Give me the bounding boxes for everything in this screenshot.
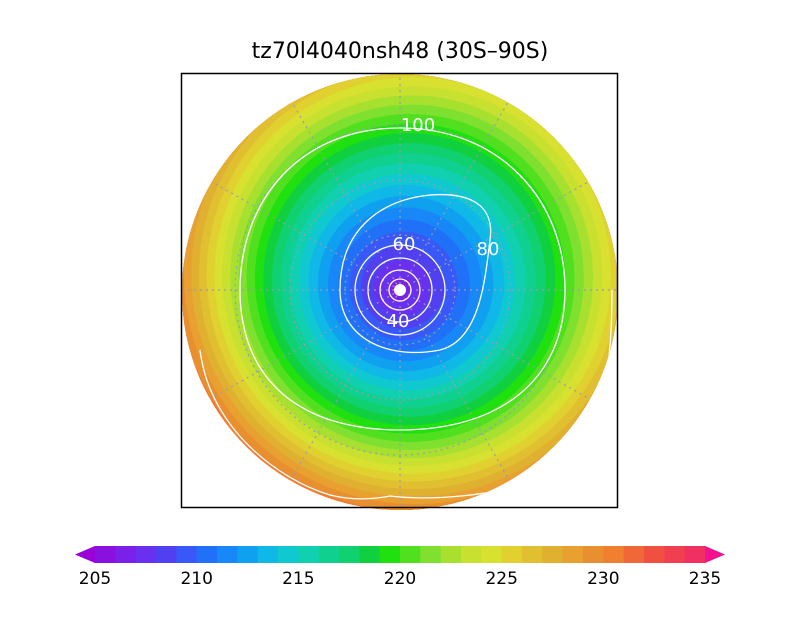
colorbar-swatch [501,546,523,563]
colorbar-swatch [562,546,584,563]
colorbar-swatch [461,546,482,563]
colorbar-swatch [318,546,340,563]
colorbar-swatch [298,546,320,563]
colorbar-tick-label: 215 [282,569,314,589]
colorbar-tick-label: 230 [587,569,619,589]
colorbar-swatch [440,546,462,563]
colorbar-swatch [522,546,543,563]
colorbar-high-end [705,546,725,563]
colorbar-swatch [278,546,299,563]
colorbar-swatch [379,546,401,563]
colorbar-low-end [75,546,95,563]
temperature-field [182,74,618,510]
colorbar-swatch [420,546,442,563]
colorbar-swatch [156,546,177,563]
colorbar-swatch [664,546,686,563]
colorbar-swatch [257,546,279,563]
title: tz70l4040nsh48 (30S–90S) [252,39,549,64]
colorbar-swatch [583,546,604,563]
contour-label: 80 [477,239,500,260]
colorbar-swatch [400,546,421,563]
colorbar-swatch [623,546,645,563]
colorbar-tick-label: 210 [180,569,212,589]
contour-label: 40 [387,311,410,332]
colorbar-tick-label: 205 [79,569,111,589]
colorbar-swatch [339,546,360,563]
colorbar-swatch [481,546,503,563]
contour-label: 60 [393,234,416,255]
colorbar-tick-label: 220 [384,569,416,589]
colorbar-swatch [95,546,116,563]
colorbar-swatch [684,546,706,563]
colorbar-swatch [542,546,564,563]
colorbar-swatch [603,546,625,563]
colorbar: 205 210 215 220 225 230 235 [75,546,725,589]
colorbar-swatch [237,546,259,563]
colorbar-tick-label: 225 [485,569,517,589]
colorbar-swatch [196,546,218,563]
colorbar-tick-label: 235 [689,569,721,589]
colorbar-swatch [176,546,198,563]
colorbar-swatch [644,546,665,563]
colorbar-swatch [217,546,238,563]
map-frame [180,72,619,509]
contour-label: 100 [401,115,435,136]
colorbar-swatch [359,546,381,563]
colorbar-swatch [135,546,157,563]
colorbar-swatch [115,546,137,563]
